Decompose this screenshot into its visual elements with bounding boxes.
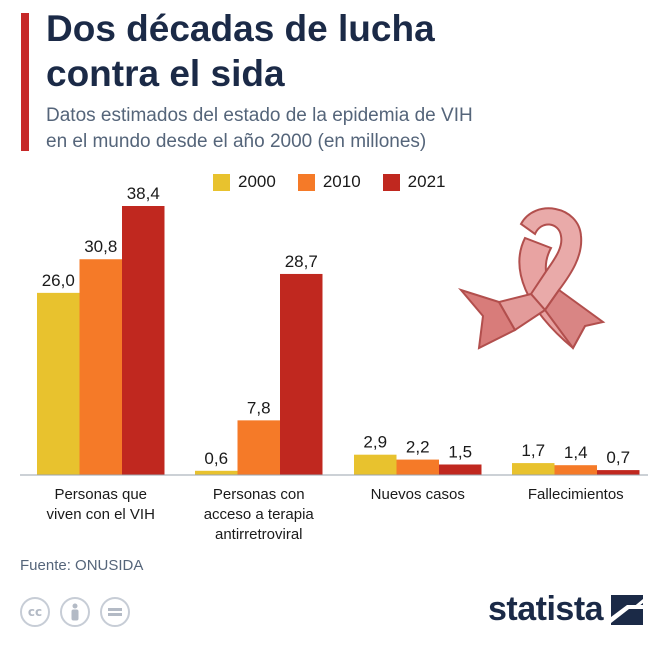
value-label-2021-0: 38,4	[127, 184, 160, 203]
category-label-line: Personas que	[54, 486, 147, 503]
bar-2010-3	[554, 465, 597, 475]
cc-icon[interactable]: cc	[20, 597, 50, 627]
legend-label: 2021	[407, 172, 446, 191]
category-label-line: acceso a terapia	[204, 506, 315, 523]
value-label-2000-1: 0,6	[204, 449, 228, 468]
bar-2021-1	[280, 273, 323, 475]
statista-logo-icon	[611, 594, 644, 625]
category-label-line: viven con el VIH	[47, 506, 155, 523]
value-label-2000-0: 26,0	[42, 271, 75, 290]
category-label-line: Nuevos casos	[371, 486, 465, 503]
bar-2010-0	[79, 259, 122, 475]
value-label-2021-1: 28,7	[285, 252, 318, 271]
value-label-2021-2: 1,5	[448, 442, 472, 461]
value-label-2021-3: 0,7	[606, 448, 630, 467]
category-label-3: Fallecimientos	[528, 486, 624, 503]
category-label-line: Personas con	[213, 486, 305, 503]
subtitle: Datos estimados del estado de la epidemi…	[46, 103, 606, 155]
title-line-2: contra el sida	[46, 53, 285, 94]
title-line-1: Dos décadas de lucha	[46, 8, 435, 49]
bar-2000-3	[512, 463, 555, 475]
category-label-line: antirretroviral	[215, 526, 303, 543]
page-title: Dos décadas de lucha contra el sida	[46, 6, 435, 96]
value-label-2010-3: 1,4	[564, 443, 588, 462]
bar-2021-0	[122, 206, 165, 475]
bar-2021-3	[597, 470, 640, 475]
bar-2000-2	[354, 454, 397, 475]
bar-2000-0	[37, 292, 80, 475]
brand-name: statista	[488, 590, 604, 628]
value-label-2010-1: 7,8	[247, 398, 271, 417]
source-note: Fuente: ONUSIDA	[20, 557, 144, 574]
value-label-2010-2: 2,2	[406, 438, 430, 457]
legend-item-2010: 2010	[297, 172, 361, 192]
awareness-ribbon-icon	[458, 207, 606, 350]
category-label-line: Fallecimientos	[528, 486, 624, 503]
value-label-2000-3: 1,7	[521, 441, 545, 460]
chart-legend: 2000 2010 2021	[213, 171, 467, 193]
bar-chart: 26,0 30,8 38,4 Personas que viven con el VIH…	[20, 184, 648, 543]
value-label-2010-0: 30,8	[84, 237, 117, 256]
legend-item-2021: 2021	[382, 172, 446, 192]
statista-brand[interactable]: statista	[488, 590, 644, 629]
subtitle-line-2: en el mundo desde el año 2000 (en millon…	[46, 131, 427, 152]
legend-label: 2010	[322, 172, 361, 191]
legend-swatch	[213, 173, 230, 191]
category-label-2: Nuevos casos	[371, 486, 465, 503]
subtitle-line-1: Datos estimados del estado de la epidemi…	[46, 105, 473, 126]
license-icons: cc	[20, 597, 140, 627]
bar-2021-2	[439, 464, 482, 475]
category-label-1: Personas con acceso a terapia antirretrovi…	[204, 486, 315, 543]
attribution-icon[interactable]	[60, 597, 90, 627]
legend-swatch	[297, 173, 315, 191]
no-derivatives-icon[interactable]	[100, 597, 130, 627]
value-label-2000-2: 2,9	[363, 433, 387, 452]
title-accent-bar	[21, 13, 29, 151]
bar-2000-1	[195, 470, 238, 475]
legend-swatch	[382, 173, 400, 191]
bar-2010-1	[237, 420, 280, 475]
legend-item-2000: 2000	[213, 172, 276, 192]
category-label-0: Personas que viven con el VIH	[47, 486, 155, 523]
legend-label: 2000	[238, 172, 276, 191]
bar-2010-2	[396, 459, 439, 475]
